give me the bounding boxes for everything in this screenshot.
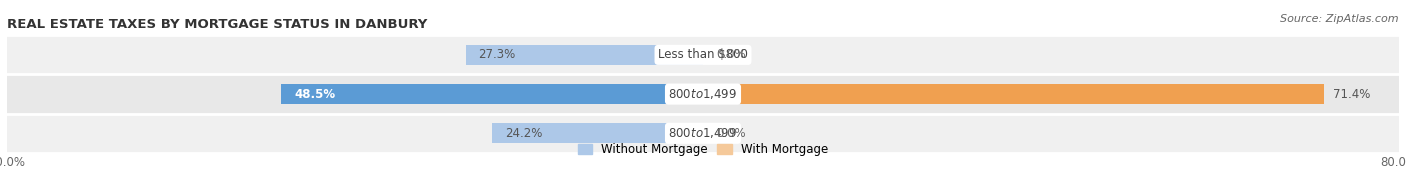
Bar [465, 45, 703, 65]
Text: REAL ESTATE TAXES BY MORTGAGE STATUS IN DANBURY: REAL ESTATE TAXES BY MORTGAGE STATUS IN … [7, 18, 427, 31]
Bar [492, 123, 703, 143]
Text: $800 to $1,499: $800 to $1,499 [668, 126, 738, 140]
Legend: Without Mortgage, With Mortgage: Without Mortgage, With Mortgage [578, 143, 828, 156]
Bar [7, 114, 1399, 153]
Text: 24.2%: 24.2% [506, 127, 543, 140]
Bar [703, 84, 1324, 104]
Text: 27.3%: 27.3% [478, 48, 516, 61]
Text: Less than $800: Less than $800 [658, 48, 748, 61]
Bar [7, 74, 1399, 114]
Text: 48.5%: 48.5% [294, 88, 335, 101]
Text: $800 to $1,499: $800 to $1,499 [668, 87, 738, 101]
Text: 0.0%: 0.0% [716, 127, 745, 140]
Text: Source: ZipAtlas.com: Source: ZipAtlas.com [1281, 14, 1399, 24]
Bar [281, 84, 703, 104]
Text: 0.0%: 0.0% [716, 48, 745, 61]
Text: 71.4%: 71.4% [1333, 88, 1371, 101]
Bar [7, 35, 1399, 74]
